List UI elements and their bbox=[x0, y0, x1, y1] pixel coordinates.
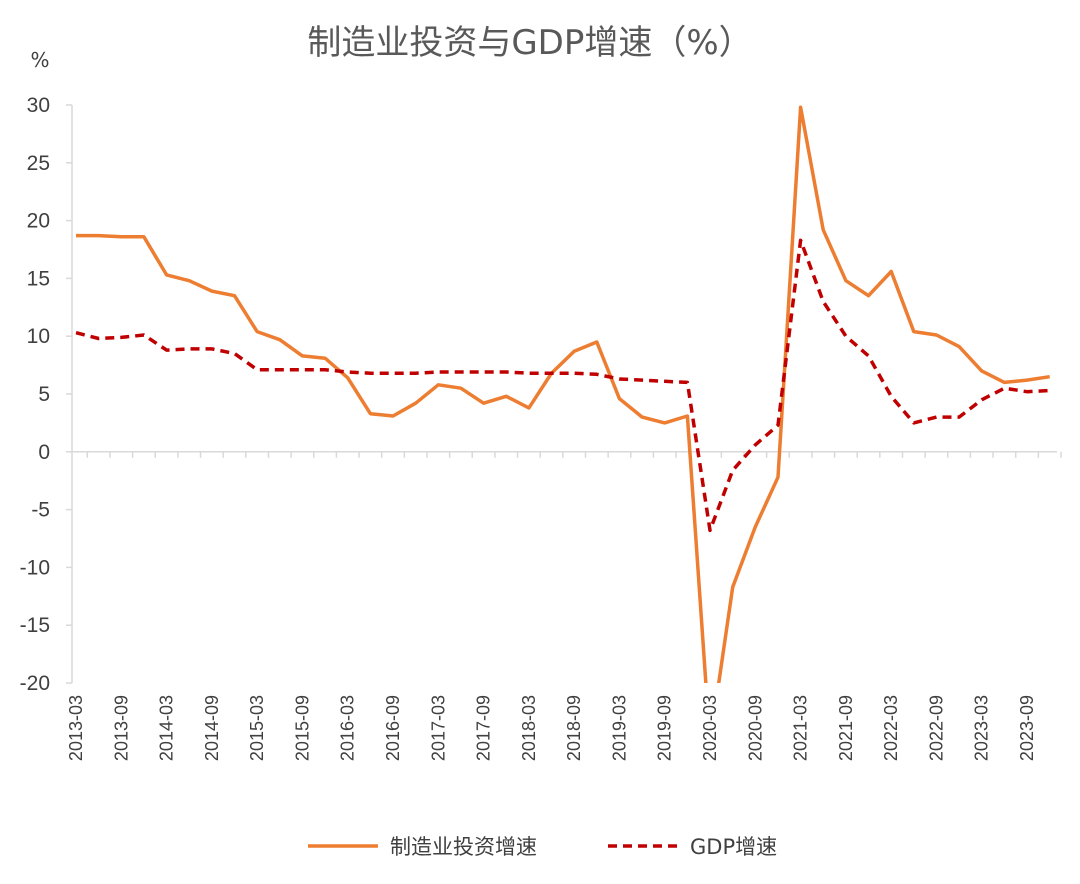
y-tick-label: 30 bbox=[27, 94, 50, 117]
x-tick-label: 2017-09 bbox=[474, 695, 494, 761]
x-tick-label: 2014-03 bbox=[157, 695, 177, 761]
x-axis: 2013-03 2013-09 2014-03 2014-09 2015-03 2015-… bbox=[66, 451, 1062, 761]
y-axis-unit: % bbox=[30, 48, 49, 72]
y-tick-label: -10 bbox=[20, 556, 50, 579]
x-tick-label: 2016-09 bbox=[383, 695, 403, 761]
y-tick-label: -5 bbox=[31, 499, 50, 522]
x-tick-label: 2017-03 bbox=[428, 695, 448, 761]
y-tick-label: -15 bbox=[20, 614, 50, 637]
x-tick-label: 2020-03 bbox=[700, 695, 720, 761]
x-tick-label: 2023-03 bbox=[972, 695, 992, 761]
x-tick-label: 2019-09 bbox=[655, 695, 675, 761]
y-tick-label: 15 bbox=[27, 267, 50, 290]
x-tick-label: 2013-03 bbox=[66, 695, 86, 761]
x-tick-label: 2022-03 bbox=[881, 695, 901, 761]
y-tick-label: 0 bbox=[38, 441, 50, 464]
y-tick-label: -20 bbox=[20, 672, 50, 695]
series-line-manufacturing bbox=[76, 105, 1050, 683]
x-tick-label: 2018-09 bbox=[564, 695, 584, 761]
series-layer bbox=[75, 105, 1050, 683]
x-tick-label: 2015-09 bbox=[292, 695, 312, 761]
x-tick-label: 2021-09 bbox=[836, 695, 856, 761]
y-tick-label: 5 bbox=[38, 383, 50, 406]
x-tick-label: 2023-09 bbox=[1017, 695, 1037, 761]
x-tick-label: 2013-09 bbox=[111, 695, 131, 761]
y-axis: 30 25 20 15 10 5 0 -5 -10 -15 -20 bbox=[20, 94, 73, 695]
x-tick-label: 2018-03 bbox=[519, 695, 539, 761]
x-tick-label: 2014-09 bbox=[202, 695, 222, 761]
x-tick-label: 2021-03 bbox=[791, 695, 811, 761]
x-tick-label: 2015-03 bbox=[247, 695, 267, 761]
y-tick-label: 25 bbox=[27, 152, 50, 175]
x-tick-label: 2020-09 bbox=[745, 695, 765, 761]
x-tick-label: 2019-03 bbox=[609, 695, 629, 761]
legend-label-gdp: GDP增速 bbox=[690, 835, 777, 859]
x-tick-label: 2022-09 bbox=[926, 695, 946, 761]
y-tick-label: 10 bbox=[27, 325, 50, 348]
legend: 制造业投资增速 GDP增速 bbox=[308, 835, 777, 859]
series-line-gdp bbox=[75, 238, 1050, 533]
x-tick-label: 2016-03 bbox=[338, 695, 358, 761]
legend-label-manufacturing: 制造业投资增速 bbox=[390, 835, 537, 859]
chart-title: 制造业投资与GDP增速（%） bbox=[307, 23, 752, 63]
y-tick-label: 20 bbox=[27, 210, 50, 233]
